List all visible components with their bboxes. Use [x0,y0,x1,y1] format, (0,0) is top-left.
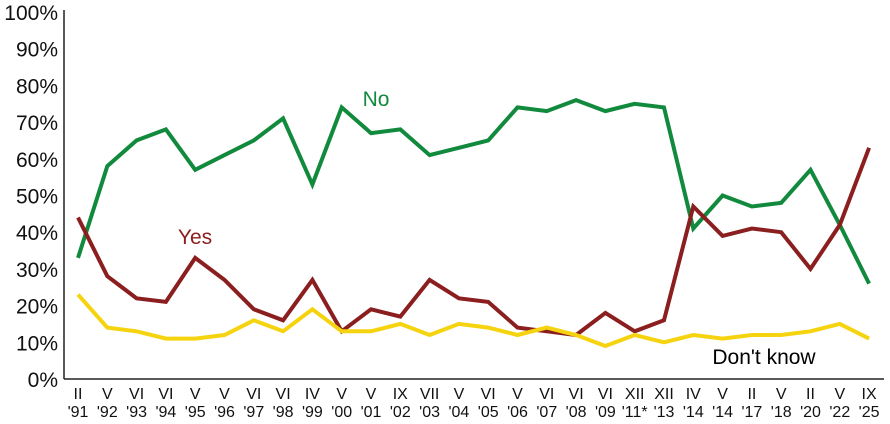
x-tick-year: '05 [478,404,499,421]
x-tick-year: '14 [683,404,704,421]
x-tick-month: XII [625,386,645,403]
x-tick-month: V [219,386,230,403]
x-tick-year: '04 [448,404,469,421]
x-tick-month: II [806,386,815,403]
x-tick-year: '91 [68,404,89,421]
x-tick-year: '92 [97,404,118,421]
x-tick-month: V [776,386,787,403]
x-tick-month: VI [158,386,173,403]
y-tick-label: 30% [16,259,58,282]
x-tick-year: '13 [654,404,675,421]
y-tick-label: 100% [4,2,58,25]
x-tick-year: '97 [243,404,264,421]
x-tick-month: VI [481,386,496,403]
x-tick-month: IV [305,386,320,403]
y-tick-label: 70% [16,112,58,135]
x-tick-month: IX [862,386,877,403]
x-tick-month: II [74,386,83,403]
x-tick-month: II [747,386,756,403]
x-tick-year: '17 [741,404,762,421]
x-tick-year: '00 [331,404,352,421]
y-tick-label: 60% [16,149,58,172]
x-axis: II'91V'92VI'93VI'94V'95V'96VI'97VI'98IV'… [64,378,884,421]
x-tick-month: V [336,386,347,403]
x-tick-month: IV [686,386,701,403]
x-tick-month: VI [539,386,554,403]
x-tick-month: V [190,386,201,403]
x-tick-year: '18 [771,404,792,421]
y-tick-label: 10% [16,332,58,355]
x-tick-month: V [834,386,845,403]
series-line-don-t-know [76,293,870,349]
x-tick-month: VII [420,386,440,403]
x-tick-month: V [512,386,523,403]
series-label: Don't know [712,346,816,369]
x-tick-year: '20 [800,404,821,421]
x-tick-year: '94 [155,404,176,421]
series-line-yes [76,147,871,338]
y-tick-label: 40% [16,222,58,245]
x-tick-month: XII [654,386,674,403]
x-tick-year: '01 [361,404,382,421]
y-tick-label: 50% [16,186,58,209]
x-tick-month: V [102,386,113,403]
x-tick-year: '25 [859,404,880,421]
y-tick-label: 20% [16,296,58,319]
x-tick-year: '06 [507,404,528,421]
x-tick-year: '95 [185,404,206,421]
x-tick-year: '11* [622,404,648,421]
series-label: No [363,88,390,111]
x-tick-month: VI [129,386,144,403]
y-tick-label: 0% [28,369,58,392]
x-tick-month: IX [393,386,408,403]
x-tick-year: '08 [566,404,587,421]
x-tick-month: VI [246,386,261,403]
x-tick-month: VI [598,386,613,403]
x-tick-year: '09 [595,404,616,421]
series-lines [76,97,871,349]
series-label: Yes [178,226,212,249]
x-tick-year: '07 [536,404,557,421]
x-tick-year: '96 [214,404,235,421]
series-labels: No Yes Don't know [178,88,817,369]
x-tick-month: V [366,386,377,403]
x-tick-year: '02 [390,404,411,421]
x-tick-month: VI [276,386,291,403]
x-tick-year: '93 [126,404,147,421]
x-tick-month: VI [569,386,584,403]
x-tick-year: '98 [273,404,294,421]
x-tick-year: '14 [712,404,733,421]
y-axis: 0% 10% 20% 30% 40% 50% 60% 70% 80% 90% 100% [4,2,65,392]
x-tick-year: '03 [419,404,440,421]
x-tick-month: V [717,386,728,403]
x-tick-year: '22 [829,404,850,421]
x-tick-year: '99 [302,404,323,421]
y-tick-label: 80% [16,75,58,98]
x-tick-month: V [454,386,465,403]
y-tick-label: 90% [16,39,58,62]
series-line-no [76,97,871,285]
